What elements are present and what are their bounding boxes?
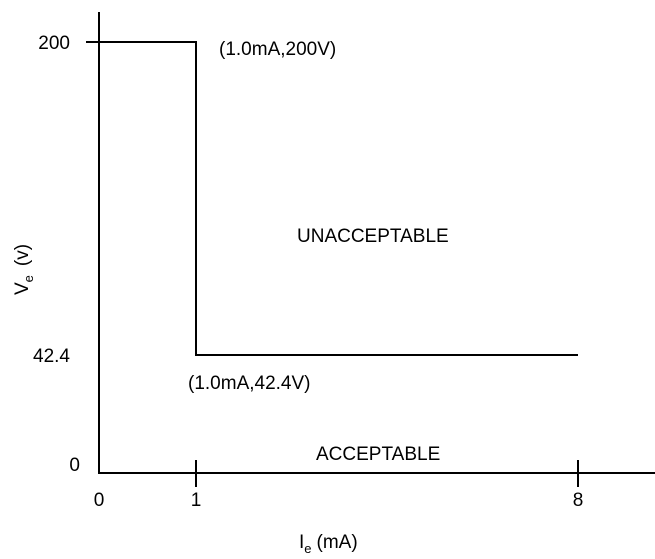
region-unacceptable: UNACCEPTABLE: [297, 226, 449, 247]
x-tick-label: 0: [94, 490, 105, 511]
y-axis-label-sub: e: [21, 275, 36, 282]
annotation-lower-point: (1.0mA,42.4V): [188, 373, 311, 394]
y-axis-label-var: V: [12, 282, 33, 295]
y-tick-label: 200: [38, 33, 70, 54]
x-tick-label: 8: [573, 490, 584, 511]
series-line: [99, 41, 578, 356]
y-axis-label: Ve (v): [12, 244, 36, 295]
y-tick-label: 42.4: [33, 346, 70, 367]
x-axis-label-var: I: [299, 532, 304, 553]
x-ticks: 0 1 8: [94, 460, 584, 511]
x-tick-label: 1: [191, 490, 202, 511]
y-ticks: 0 42.4 200: [33, 33, 112, 476]
x-axis-label: Ie (mA): [299, 532, 358, 556]
series-lines: [99, 41, 578, 356]
x-axis-label-sub: e: [304, 541, 311, 556]
y-tick-label: 0: [69, 455, 80, 476]
y-axis-label-unit: (v): [12, 244, 33, 266]
x-axis-label-unit: (mA): [317, 532, 358, 553]
annotation-upper-point: (1.0mA,200V): [219, 39, 336, 60]
region-acceptable: ACCEPTABLE: [316, 444, 440, 465]
